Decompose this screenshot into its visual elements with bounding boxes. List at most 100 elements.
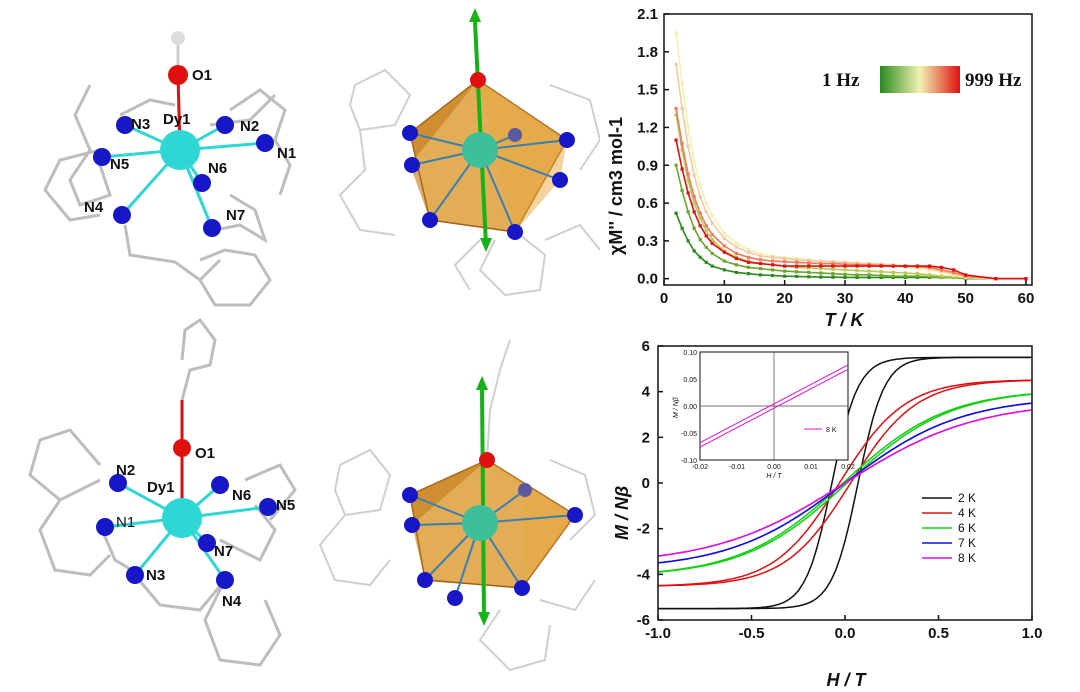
molecule-top-ball-stick (43, 84, 292, 307)
nitrogen-atom (203, 219, 221, 237)
inset-y-tick-label: 0.05 (683, 377, 697, 384)
hysteresis-branch (657, 379, 1033, 587)
series-line (675, 139, 1026, 280)
polyhedron-top-face (478, 80, 567, 232)
data-point (927, 273, 932, 277)
data-point (746, 248, 751, 252)
data-point (710, 214, 714, 218)
legend: 2 K4 K6 K7 K8 K (922, 491, 976, 565)
data-point (994, 277, 998, 281)
nitrogen-atom (109, 474, 127, 492)
nitrogen-atom (402, 125, 418, 141)
nitrogen-atom (552, 172, 568, 188)
data-point (783, 264, 787, 268)
data-point (674, 62, 678, 67)
polyhedron-top-ligand-wireframe (338, 68, 600, 297)
data-point (704, 224, 708, 228)
hysteresis-branch (657, 409, 1033, 557)
data-point (692, 173, 696, 177)
data-point (855, 275, 859, 280)
data-point (758, 261, 763, 266)
data-point (686, 172, 690, 176)
y-axis-label: χM'' / cm3 mol-1 (606, 117, 626, 255)
data-point (915, 264, 919, 268)
legend-label: 4 K (958, 506, 976, 520)
legend-label: 2 K (958, 491, 976, 505)
x-tick-label: 0.0 (835, 625, 856, 642)
atom-label-n6: N6 (208, 160, 227, 177)
nitrogen-atom (567, 507, 583, 523)
data-point (879, 264, 883, 268)
data-point (686, 210, 690, 214)
arrow-head (480, 238, 492, 252)
data-point (819, 271, 823, 275)
data-point (964, 273, 968, 277)
x-tick-label: 30 (837, 290, 854, 307)
data-point (746, 272, 751, 276)
atom-label-n5: N5 (276, 497, 295, 514)
data-point (855, 273, 859, 277)
data-point (734, 263, 738, 267)
data-point (770, 259, 775, 263)
data-point (807, 266, 811, 270)
inset-branch (699, 364, 849, 444)
data-point (692, 201, 696, 205)
x-tick-label: -0.5 (739, 625, 765, 642)
nitrogen-atom (404, 517, 420, 533)
data-point (680, 106, 684, 111)
data-point (770, 255, 775, 259)
data-point (674, 113, 678, 117)
data-point (879, 270, 883, 274)
inset-chart: -0.02 -0.01 0.00 0.01 0.02 -0.10 -0.05 0.00 0.05… (673, 350, 855, 480)
data-point (710, 232, 714, 237)
data-point (734, 270, 738, 274)
data-point (879, 275, 883, 280)
data-point (698, 195, 702, 199)
data-point (807, 261, 811, 265)
nitrogen-atom (507, 224, 523, 240)
y-tick-label: 1.5 (637, 82, 658, 99)
x-tick-label: 10 (716, 290, 733, 307)
data-point (722, 268, 726, 272)
data-point (843, 275, 847, 280)
data-point (698, 211, 702, 215)
series-line (675, 114, 1026, 280)
data-point (680, 142, 684, 146)
data-point (722, 259, 726, 263)
series-line (675, 165, 1026, 280)
data-point (692, 226, 696, 230)
tick-group: -1.0 -0.5 0.0 0.5 1.0 -6 -4 -2 0 2 4 6 (637, 338, 1043, 642)
data-point (746, 250, 751, 254)
data-point (680, 226, 684, 230)
data-point (795, 274, 799, 279)
data-point (746, 255, 751, 259)
oxygen-atom (168, 65, 188, 85)
data-point (939, 265, 944, 269)
inset-y-tick-label: -0.10 (681, 458, 697, 465)
ac-susceptibility-chart: 0 10 20 30 40 50 60 0.0 0.3 0.6 0.9 1.2 1.5 1.8 2.1 1 … (606, 6, 1034, 330)
nitrogen-atom (113, 206, 131, 224)
nitrogen-atom (216, 116, 234, 134)
data-point (939, 274, 944, 278)
data-point (927, 275, 932, 279)
atom-label-dy1: Dy1 (147, 479, 175, 496)
y-tick-label: 2.1 (637, 6, 658, 23)
data-point (819, 267, 823, 271)
data-point (903, 274, 907, 278)
data-point (831, 264, 835, 268)
x-tick-label: 0.5 (928, 625, 949, 642)
inset-x-tick-label: 0.01 (804, 464, 818, 471)
data-point (867, 275, 871, 280)
data-point (710, 238, 714, 242)
nitrogen-atom (417, 572, 433, 588)
data-point (783, 260, 787, 264)
data-point (680, 167, 684, 171)
data-point (722, 250, 726, 254)
nitrogen-atom (404, 157, 420, 173)
data-point (807, 264, 811, 268)
data-point (770, 263, 775, 267)
data-point (867, 269, 871, 273)
arrow-head (469, 8, 481, 22)
oxygen-atom (173, 439, 191, 457)
data-point (891, 270, 895, 274)
